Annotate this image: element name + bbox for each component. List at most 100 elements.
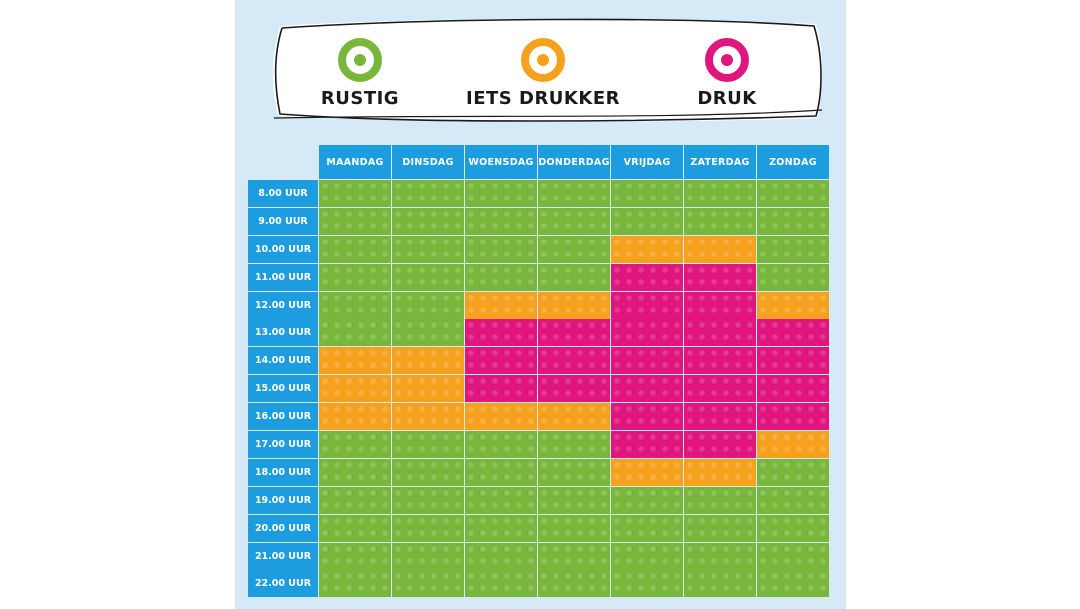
busy-cell-rustig (611, 180, 683, 207)
busy-cell-rustig (757, 570, 829, 598)
busy-cell-druk (611, 319, 683, 347)
busy-cell-rustig (392, 291, 464, 319)
busy-cell-druk (684, 263, 756, 291)
orange-target-icon (521, 38, 565, 82)
busy-cell-druk (757, 403, 829, 431)
table-row (319, 235, 830, 263)
busy-cell-rustig (611, 486, 683, 514)
busy-cell-rustig (319, 319, 391, 347)
busy-cell-iets-drukker (538, 291, 610, 319)
table-row (319, 291, 830, 319)
busy-cell-rustig (319, 542, 391, 570)
day-header-donderdag: DONDERDAG (538, 145, 610, 179)
table-row (319, 570, 830, 598)
busy-cell-rustig (392, 319, 464, 347)
busy-cell-iets-drukker (465, 403, 537, 431)
time-label: 21.00 UUR (248, 542, 318, 570)
legend-label-druk: DRUK (697, 88, 757, 109)
busy-cell-iets-drukker (319, 403, 391, 431)
busy-cell-druk (684, 375, 756, 403)
busy-cell-rustig (392, 542, 464, 570)
legend-item-rustig: RUSTIG (270, 36, 450, 109)
busy-cell-rustig (538, 458, 610, 486)
busy-cell-rustig (757, 235, 829, 263)
busy-cell-druk (465, 319, 537, 347)
busy-cell-druk (611, 291, 683, 319)
busy-cell-rustig (538, 486, 610, 514)
day-header-row: MAANDAG DINSDAG WOENSDAG DONDERDAG VRIJDAG ZA… (319, 145, 830, 179)
time-label: 19.00 UUR (248, 486, 318, 514)
busy-cell-druk (684, 403, 756, 431)
busy-cell-iets-drukker (684, 458, 756, 486)
busy-cell-rustig (757, 207, 829, 235)
busy-cell-rustig (392, 486, 464, 514)
legend-box: RUSTIG IETS DRUKKER DRUK (270, 14, 826, 124)
busy-cell-druk (684, 319, 756, 347)
busy-cell-rustig (392, 570, 464, 598)
busy-cell-rustig (684, 486, 756, 514)
busy-cell-rustig (757, 514, 829, 542)
table-row (319, 263, 830, 291)
busy-cell-rustig (392, 235, 464, 263)
busy-cell-iets-drukker (757, 431, 829, 459)
busy-cell-druk (684, 291, 756, 319)
legend-label-rustig: RUSTIG (320, 88, 400, 109)
table-row (319, 403, 830, 431)
busy-cell-rustig (319, 235, 391, 263)
time-label: 8.00 UUR (248, 180, 318, 207)
busy-cell-rustig (684, 542, 756, 570)
green-target-icon (338, 38, 382, 82)
busy-cell-rustig (611, 542, 683, 570)
time-label: 13.00 UUR (248, 319, 318, 347)
table-row (319, 458, 830, 486)
busy-cell-druk (538, 347, 610, 375)
legend-item-druk: DRUK (637, 36, 817, 109)
busy-cell-rustig (319, 291, 391, 319)
busy-cell-iets-drukker (757, 291, 829, 319)
busy-cell-rustig (319, 431, 391, 459)
busy-cell-iets-drukker (611, 458, 683, 486)
pink-target-icon (705, 38, 749, 82)
busy-cell-iets-drukker (392, 375, 464, 403)
busy-cell-rustig (757, 486, 829, 514)
legend-sketch-border (272, 18, 823, 122)
busy-cell-iets-drukker (392, 347, 464, 375)
busy-cell-rustig (465, 263, 537, 291)
busy-cell-druk (757, 347, 829, 375)
table-row (319, 207, 830, 235)
busy-cell-rustig (319, 207, 391, 235)
time-label: 20.00 UUR (248, 514, 318, 542)
busy-cell-druk (684, 431, 756, 459)
busy-cell-rustig (465, 431, 537, 459)
busy-cell-rustig (538, 514, 610, 542)
busy-cell-rustig (319, 570, 391, 598)
time-label: 22.00 UUR (248, 570, 318, 598)
busy-cell-druk (757, 319, 829, 347)
table-row (319, 180, 830, 207)
busy-cell-rustig (757, 542, 829, 570)
busy-cell-rustig (392, 458, 464, 486)
busy-cell-iets-drukker (465, 291, 537, 319)
busy-cell-rustig (319, 263, 391, 291)
busy-cell-druk (465, 347, 537, 375)
busy-cell-rustig (757, 180, 829, 207)
busy-cell-rustig (684, 570, 756, 598)
busy-cell-rustig (611, 514, 683, 542)
busy-cell-rustig (392, 180, 464, 207)
busy-cell-iets-drukker (538, 403, 610, 431)
busy-cell-rustig (319, 458, 391, 486)
busy-cell-druk (611, 375, 683, 403)
time-label: 17.00 UUR (248, 431, 318, 459)
busy-cell-rustig (392, 514, 464, 542)
day-header-zaterdag: ZATERDAG (684, 145, 756, 179)
busy-cell-rustig (465, 486, 537, 514)
busy-cell-rustig (611, 207, 683, 235)
busy-cell-rustig (465, 542, 537, 570)
busy-cell-rustig (538, 207, 610, 235)
busy-cell-rustig (757, 458, 829, 486)
busy-cell-iets-drukker (392, 403, 464, 431)
time-label: 14.00 UUR (248, 347, 318, 375)
busy-cell-rustig (465, 570, 537, 598)
time-label: 12.00 UUR (248, 291, 318, 319)
busy-cell-rustig (538, 431, 610, 459)
